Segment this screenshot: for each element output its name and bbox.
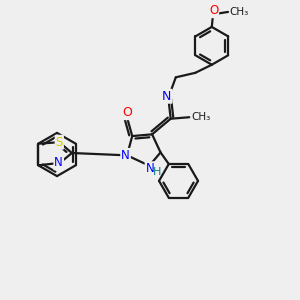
Text: N: N: [54, 156, 63, 170]
Text: N: N: [162, 90, 172, 103]
Text: H: H: [153, 167, 161, 177]
Text: S: S: [56, 136, 63, 149]
Text: CH₃: CH₃: [191, 112, 211, 122]
Text: N: N: [121, 149, 130, 162]
Text: O: O: [122, 106, 132, 119]
Text: O: O: [209, 4, 218, 17]
Text: N: N: [146, 162, 154, 175]
Text: CH₃: CH₃: [230, 7, 249, 17]
